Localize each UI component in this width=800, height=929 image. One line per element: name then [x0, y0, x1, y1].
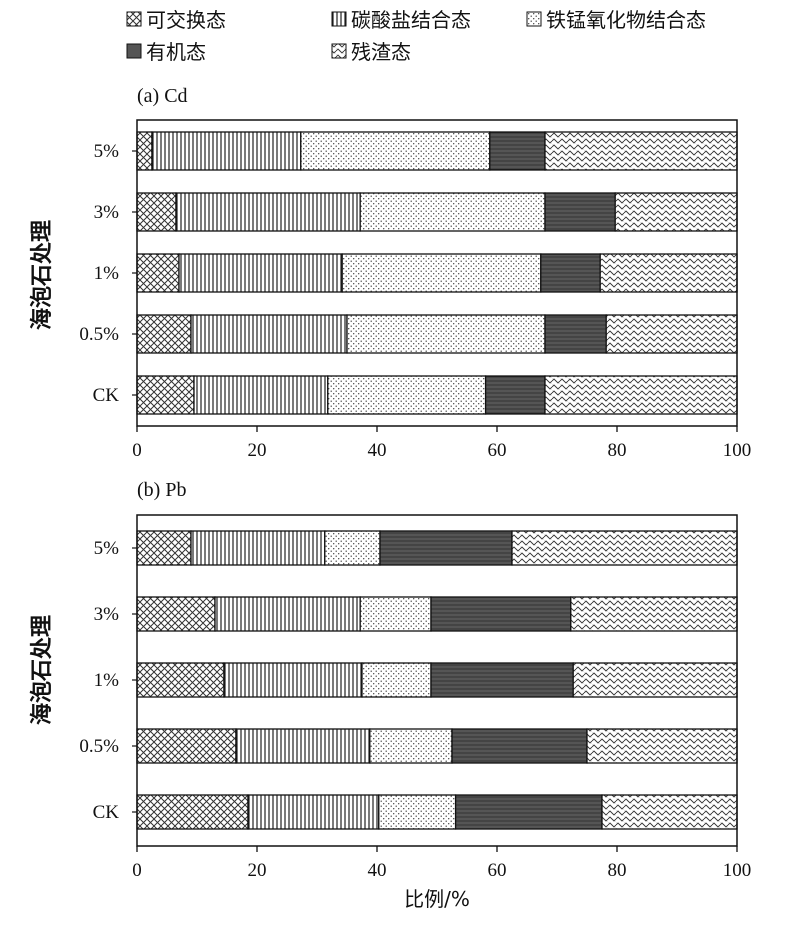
bar-segment-exchangeable-b-4	[136, 794, 249, 830]
legend-label-residual: 残渣态	[351, 40, 411, 64]
legend-label-exchangeable: 可交换态	[146, 8, 226, 32]
bar-segment-fe-mn-oxide-b-4	[378, 794, 457, 830]
bar-segment-fe-mn-oxide-a-2	[341, 253, 542, 293]
legend-swatch-organic	[126, 43, 142, 59]
bar-segment-residual-b-3	[586, 728, 738, 764]
x-tick-label: 0	[132, 440, 142, 461]
bar-segment-organic-a-3	[544, 314, 607, 354]
bar-segment-carbonate-a-2	[178, 253, 343, 293]
x-tick-label: 60	[488, 440, 507, 461]
bar-segment-exchangeable-a-4	[136, 375, 195, 415]
bar-segment-carbonate-b-0	[190, 530, 326, 566]
bar-segment-carbonate-b-2	[223, 662, 363, 698]
bar-segment-exchangeable-b-3	[136, 728, 237, 764]
bar-segment-organic-b-1	[430, 596, 572, 632]
bar-segment-fe-mn-oxide-a-3	[346, 314, 546, 354]
legend-swatch-residual	[331, 43, 347, 59]
legend: 可交换态 碳酸盐结合态 铁锰氧化物结合态 有机态 残渣态	[126, 8, 706, 64]
bar-segment-fe-mn-oxide-b-2	[361, 662, 432, 698]
bar-segment-residual-a-0	[544, 131, 738, 171]
legend-item: 碳酸盐结合态	[331, 8, 471, 32]
panel-a-title: (a) Cd	[137, 85, 188, 107]
panel-b-plot: 5% 3% 1% 0.5% CK 0 20 40 60 80 100	[79, 514, 752, 881]
bar-segment-carbonate-b-4	[247, 794, 380, 830]
bar-segment-carbonate-a-1	[175, 192, 361, 232]
x-tick-label: 100	[723, 440, 752, 461]
x-tick-label: 0	[132, 860, 142, 881]
bar-segment-exchangeable-b-0	[136, 530, 192, 566]
legend-item: 有机态	[126, 40, 206, 64]
x-tick-label: 40	[368, 440, 387, 461]
plot-frame	[136, 514, 738, 847]
bar-segment-residual-b-2	[572, 662, 738, 698]
bar-segment-organic-b-3	[451, 728, 588, 764]
bar-segment-residual-a-4	[544, 375, 738, 415]
legend-label-organic: 有机态	[146, 40, 206, 64]
bar-segment-organic-a-0	[489, 131, 546, 171]
bar-segment-residual-a-2	[599, 253, 738, 293]
bar-segment-residual-a-3	[605, 314, 738, 354]
bar-segment-residual-a-1	[614, 192, 738, 232]
bar-segment-organic-b-4	[454, 794, 603, 830]
bar-segment-exchangeable-a-3	[136, 314, 192, 354]
bar-segment-carbonate-a-0	[151, 131, 302, 171]
x-tick-label: 60	[488, 860, 507, 881]
bar-segment-residual-b-1	[570, 596, 738, 632]
bar-segment-exchangeable-a-2	[136, 253, 180, 293]
bar-segment-fe-mn-oxide-b-0	[324, 530, 381, 566]
bar-segment-exchangeable-b-2	[136, 662, 225, 698]
bar-segment-organic-a-4	[484, 375, 546, 415]
bar-segment-organic-a-2	[540, 253, 601, 293]
category-label: 1%	[94, 263, 120, 284]
x-tick-label: 20	[248, 440, 267, 461]
bar-segment-residual-b-0	[511, 530, 738, 566]
category-label: CK	[93, 385, 120, 406]
category-label: 3%	[94, 604, 120, 625]
x-tick-label: 100	[723, 860, 752, 881]
bar-segment-carbonate-b-1	[214, 596, 361, 632]
bar-segment-fe-mn-oxide-b-3	[369, 728, 453, 764]
bar-segment-organic-b-0	[379, 530, 513, 566]
bar-segment-fe-mn-oxide-b-1	[359, 596, 432, 632]
bar-segment-fe-mn-oxide-a-1	[359, 192, 546, 232]
category-label: 0.5%	[79, 736, 119, 757]
x-tick-label: 80	[608, 440, 627, 461]
bar-segment-carbonate-b-3	[235, 728, 371, 764]
legend-swatch-carbonate	[331, 11, 347, 27]
bar-segment-fe-mn-oxide-a-0	[300, 131, 491, 171]
legend-item: 铁锰氧化物结合态	[526, 8, 706, 32]
category-label: 1%	[94, 670, 120, 691]
panel-b-ylabel: 海泡石处理	[29, 615, 55, 725]
category-label: 3%	[94, 202, 120, 223]
panel-b-title: (b) Pb	[137, 479, 186, 501]
legend-swatch-fe-mn-oxide	[526, 11, 542, 27]
panel-a-plot: 5% 3% 1% 0.5% CK 0 20 40 60 80 100	[79, 119, 752, 461]
plot-frame	[136, 119, 738, 427]
bar-segment-fe-mn-oxide-a-4	[327, 375, 487, 415]
bar-segment-residual-b-4	[601, 794, 738, 830]
x-tick-label: 80	[608, 860, 627, 881]
x-tick-label: 40	[368, 860, 387, 881]
legend-item: 可交换态	[126, 8, 226, 32]
x-tick-label: 20	[248, 860, 267, 881]
category-label: 5%	[94, 538, 120, 559]
legend-label-carbonate: 碳酸盐结合态	[351, 8, 471, 32]
category-label: 0.5%	[79, 324, 119, 345]
legend-swatch-exchangeable	[126, 11, 142, 27]
bar-segment-carbonate-a-3	[190, 314, 348, 354]
bar-segment-carbonate-a-4	[193, 375, 329, 415]
x-axis-title: 比例/%	[404, 887, 470, 911]
legend-label-fe-mn-oxide: 铁锰氧化物结合态	[546, 8, 706, 32]
panel-a-ylabel: 海泡石处理	[29, 220, 55, 330]
legend-item: 残渣态	[331, 40, 411, 64]
bar-segment-exchangeable-a-1	[136, 192, 177, 232]
bar-segment-organic-b-2	[430, 662, 574, 698]
category-label: 5%	[94, 141, 120, 162]
bar-segment-exchangeable-a-0	[136, 131, 153, 171]
bar-segment-organic-a-1	[544, 192, 616, 232]
bar-segment-exchangeable-b-1	[136, 596, 216, 632]
category-label: CK	[93, 802, 120, 823]
